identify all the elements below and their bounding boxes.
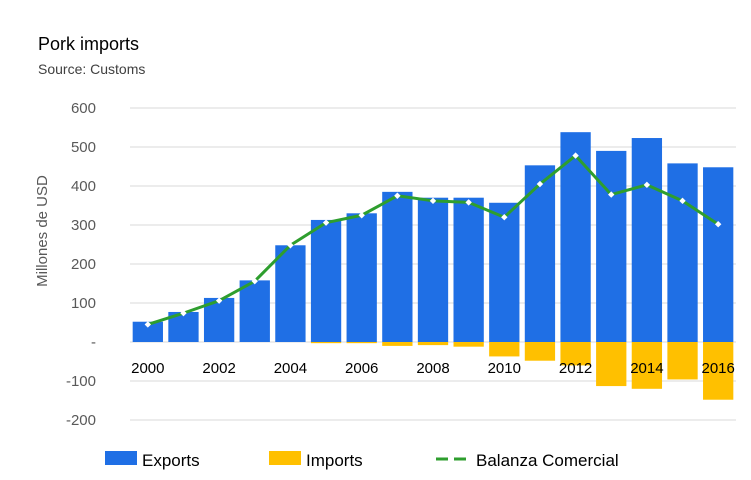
bar-exports-2006 xyxy=(346,213,377,342)
point-balanza-2012 xyxy=(572,152,579,159)
x-tick-label: 2002 xyxy=(202,360,235,377)
bar-imports-2006 xyxy=(346,342,377,344)
x-tick-label: 2012 xyxy=(559,360,592,377)
point-balanza-2013 xyxy=(608,191,615,198)
bar-imports-2008 xyxy=(417,342,449,346)
x-tick-label: 2006 xyxy=(345,360,378,377)
point-balanza-2016 xyxy=(714,221,722,228)
point-balanza-2001 xyxy=(180,309,187,317)
point-balanza-2003 xyxy=(251,277,258,285)
y-tick-label: 200 xyxy=(71,256,96,273)
legend-label-balanza: Balanza Comercial xyxy=(476,451,619,470)
legend-label-exports: Exports xyxy=(142,451,200,470)
bar-exports-2009 xyxy=(453,197,484,342)
bar-exports-2008 xyxy=(417,197,449,342)
y-axis-ticks: 600 500 400 300 200 100 - -100 -200 xyxy=(66,100,96,429)
line-layer xyxy=(144,152,722,328)
legend-label-imports: Imports xyxy=(306,451,363,470)
bar-exports-2010 xyxy=(489,202,520,342)
bar-imports-2014 xyxy=(631,342,663,389)
bar-exports-2011 xyxy=(524,165,556,342)
x-tick-label: 2010 xyxy=(488,360,521,377)
bar-imports-2016 xyxy=(703,342,734,400)
bar-imports-2007 xyxy=(382,342,413,346)
bar-imports-2009 xyxy=(453,342,484,347)
bar-exports-2003 xyxy=(239,280,270,342)
bar-exports-2000 xyxy=(132,321,163,342)
point-balanza-2009 xyxy=(465,199,472,206)
chart-title: Pork imports xyxy=(38,34,140,54)
y-tick-label: - xyxy=(91,334,96,351)
y-tick-label: 100 xyxy=(71,295,96,312)
bar-exports-2016 xyxy=(703,167,734,342)
point-balanza-2007 xyxy=(394,192,401,199)
bar-exports-2007 xyxy=(382,191,413,342)
y-axis-label: Millones de USD xyxy=(34,175,51,287)
bar-imports-2013 xyxy=(596,342,627,387)
y-tick-label: 600 xyxy=(71,100,96,117)
point-balanza-2005 xyxy=(322,219,330,226)
point-balanza-2015 xyxy=(679,197,686,205)
bar-imports-2010 xyxy=(489,342,520,357)
x-axis-ticks: 2000 2002 2004 2006 2008 2010 2012 2014 2016 xyxy=(131,360,735,377)
x-tick-label: 2008 xyxy=(416,360,449,377)
point-balanza-2011 xyxy=(536,180,544,188)
chart-subtitle: Source: Customs xyxy=(38,61,146,77)
y-tick-label: 400 xyxy=(71,178,96,195)
x-tick-label: 2000 xyxy=(131,360,164,377)
bar-exports-2005 xyxy=(310,219,342,342)
bar-imports-2011 xyxy=(524,342,556,361)
point-balanza-2000 xyxy=(144,321,152,328)
y-tick-label: -200 xyxy=(66,412,96,429)
bar-exports-2015 xyxy=(667,163,698,342)
legend-swatch-exports xyxy=(105,451,137,465)
y-tick-label: 500 xyxy=(71,139,96,156)
bar-exports-2014 xyxy=(631,138,663,342)
y-tick-label: -100 xyxy=(66,373,96,390)
bar-imports-2012 xyxy=(560,342,591,366)
legend: Exports Imports Balanza Comercial xyxy=(105,451,619,470)
bar-exports-2004 xyxy=(275,245,306,342)
x-tick-label: 2016 xyxy=(701,360,734,377)
point-balanza-2008 xyxy=(429,197,437,205)
legend-swatch-imports xyxy=(269,451,301,465)
y-tick-label: 300 xyxy=(71,217,96,234)
point-balanza-2002 xyxy=(215,297,223,304)
point-balanza-2004 xyxy=(287,242,294,249)
bar-imports-2005 xyxy=(310,342,342,344)
point-balanza-2010 xyxy=(501,214,508,221)
bars-layer xyxy=(132,132,734,400)
x-tick-label: 2004 xyxy=(274,360,307,377)
point-balanza-2014 xyxy=(643,181,651,189)
x-tick-label: 2014 xyxy=(630,360,663,377)
bar-imports-2015 xyxy=(667,342,698,380)
point-balanza-2006 xyxy=(358,212,365,219)
bar-exports-2013 xyxy=(596,150,627,342)
